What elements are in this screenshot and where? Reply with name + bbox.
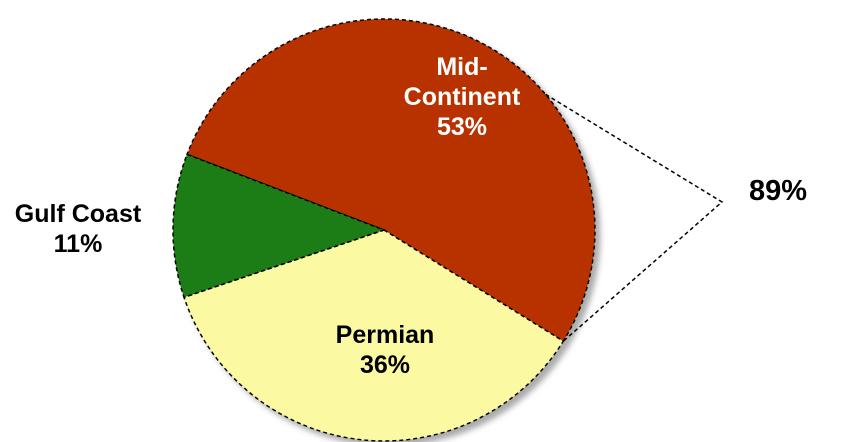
value-label: 36% xyxy=(360,351,410,379)
value-label: 11% xyxy=(54,230,103,258)
annotation: 89% xyxy=(749,175,807,207)
bracket xyxy=(545,93,724,342)
pie xyxy=(172,18,596,442)
value-label: 53% xyxy=(437,113,487,141)
slice-label: Gulf Coast xyxy=(15,200,142,228)
slice-label: Mid-Continent xyxy=(404,53,521,111)
slice-label: Permian xyxy=(336,321,435,349)
pie-slice xyxy=(172,153,387,299)
pie-slice xyxy=(186,18,596,343)
pie-slice xyxy=(183,229,565,442)
